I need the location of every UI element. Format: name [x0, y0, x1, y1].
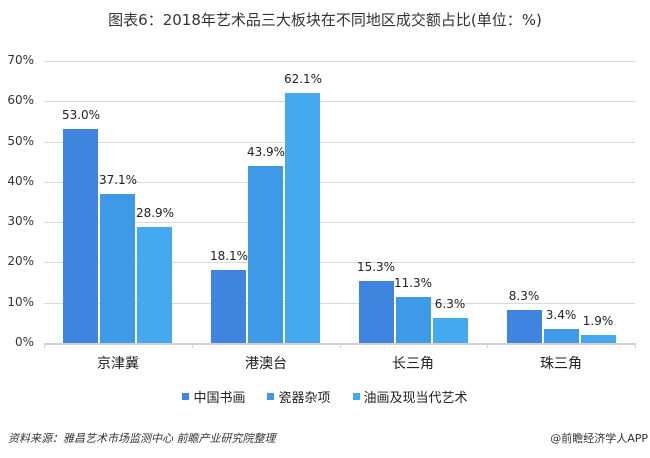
y-tick-label: 0%	[14, 335, 34, 349]
value-label: 11.3%	[393, 276, 433, 290]
y-tick-label: 40%	[7, 174, 34, 188]
value-label: 1.9%	[582, 314, 614, 328]
legend-label: 油画及现当代艺术	[363, 391, 468, 406]
gridline	[44, 262, 635, 263]
gridline	[44, 222, 635, 223]
legend-swatch-icon	[182, 393, 190, 400]
gridline	[44, 101, 635, 102]
gridline	[44, 182, 635, 183]
y-tick-label: 50%	[7, 134, 34, 148]
x-category-label: 长三角	[392, 356, 434, 372]
legend-swatch-icon	[267, 393, 275, 400]
x-axis	[44, 343, 635, 345]
y-tick-label: 60%	[7, 93, 34, 107]
bar-3-1	[359, 281, 394, 343]
bar-4-2	[544, 329, 579, 343]
bar-1-1	[63, 129, 98, 343]
credit-note: @前瞻经济学人APP	[550, 432, 648, 445]
bar-1-3	[137, 227, 172, 343]
value-label: 6.3%	[434, 297, 466, 311]
x-tick-mark	[340, 343, 341, 348]
gridline	[44, 142, 635, 143]
y-tick-label: 70%	[7, 53, 34, 67]
x-category-label: 港澳台	[245, 356, 287, 372]
value-label: 37.1%	[98, 173, 138, 187]
bar-3-2	[396, 297, 431, 343]
bar-4-1	[507, 310, 542, 343]
gridline	[44, 303, 635, 304]
x-category-label: 珠三角	[540, 356, 582, 372]
y-tick-label: 20%	[7, 254, 34, 268]
legend-item: 油画及现当代艺术	[352, 387, 468, 406]
value-label: 15.3%	[356, 260, 396, 274]
value-label: 3.4%	[545, 308, 577, 322]
bar-1-2	[100, 194, 135, 343]
bar-3-3	[433, 318, 468, 343]
value-label: 18.1%	[209, 249, 249, 263]
y-tick-label: 10%	[7, 295, 34, 309]
gridline	[44, 61, 635, 62]
y-tick-label: 30%	[7, 214, 34, 228]
x-tick-mark	[635, 343, 636, 348]
legend-item: 瓷器杂项	[267, 387, 331, 406]
source-note: 资料来源：雅昌艺术市场监测中心 前瞻产业研究院整理	[8, 432, 276, 445]
x-tick-mark	[487, 343, 488, 348]
legend-swatch-icon	[352, 393, 360, 400]
bar-4-3	[581, 335, 616, 343]
bar-2-3	[285, 93, 320, 343]
legend-item: 中国书画	[182, 387, 245, 406]
value-label: 43.9%	[246, 145, 286, 159]
x-category-label: 京津冀	[97, 356, 139, 372]
legend: 中国书画 瓷器杂项 油画及现当代艺术	[0, 387, 650, 406]
bar-2-1	[211, 270, 246, 343]
value-label: 53.0%	[61, 108, 101, 122]
legend-label: 中国书画	[193, 391, 246, 406]
legend-label: 瓷器杂项	[278, 391, 331, 406]
x-tick-mark	[44, 343, 45, 348]
bar-2-2	[248, 166, 283, 343]
value-label: 28.9%	[135, 206, 175, 220]
chart-title: 图表6：2018年艺术品三大板块在不同地区成交额占比(单位：%)	[108, 11, 542, 29]
value-label: 62.1%	[283, 72, 323, 86]
x-tick-mark	[192, 343, 193, 348]
value-label: 8.3%	[508, 289, 540, 303]
